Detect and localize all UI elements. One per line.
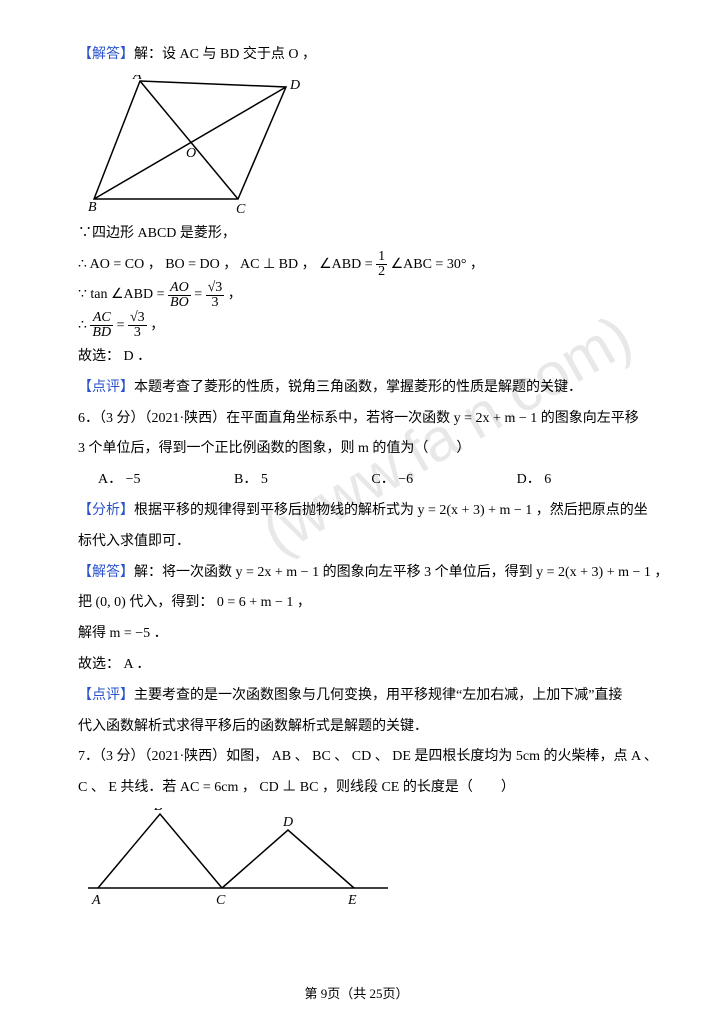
tag-dianping2: 【点评】 xyxy=(78,688,134,703)
page-content: 【解答】解：设 AC 与 BD 交于点 O ， A B C D O ∵四边形 A… xyxy=(78,40,635,908)
label-B: B xyxy=(88,200,97,215)
q6b: 3 个单位后，得到一个正比例函数的图象，则 m 的值为（ ） xyxy=(78,434,635,465)
optD: D． 6 xyxy=(517,465,552,496)
solution-intro: 【解答】解：设 AC 与 BD 交于点 O ， xyxy=(78,40,635,71)
l1-text: 解：设 AC 与 BD 交于点 O ， xyxy=(134,47,316,62)
frac-ao-bo: AOBO xyxy=(168,281,191,310)
l7-text: 本题考查了菱形的性质，锐角三角函数，掌握菱形的性质是解题的关键． xyxy=(134,380,582,395)
frac-half: 12 xyxy=(376,250,387,279)
l10: 把 (0, 0) 代入，得到： 0 = 6 + m − 1 ， xyxy=(78,588,635,619)
l4eq: = xyxy=(194,287,205,302)
frac-sqrt3-3a: √33 xyxy=(206,281,225,310)
l13-text: 主要考查的是一次函数图象与几何变换，用平移规律“左加右减，上加下减”直接 xyxy=(134,688,622,703)
label-C2: C xyxy=(216,893,226,908)
tag-dianping1: 【点评】 xyxy=(78,380,134,395)
l8: 【分析】根据平移的规律得到平移后抛物线的解析式为 y = 2(x + 3) + … xyxy=(78,496,635,527)
page-footer: 第 9页（共 25页） xyxy=(0,983,713,1002)
q6a: 6．（3 分）（2021·陕西）在平面直角坐标系中，若将一次函数 y = 2x … xyxy=(78,404,635,435)
label-O: O xyxy=(186,146,196,161)
label-B2: B xyxy=(154,808,163,814)
l11: 解得 m = −5 ． xyxy=(78,619,635,650)
rhombus-diagram: A B C D O xyxy=(88,75,308,215)
triangles-diagram: A B C D E xyxy=(88,808,408,908)
l5a: ∴ xyxy=(78,318,90,333)
l13b: 代入函数解析式求得平移后的函数解析式是解题的关键． xyxy=(78,712,635,743)
l5: ∴ ACBD = √33 ， xyxy=(78,311,635,342)
l7: 【点评】本题考查了菱形的性质，锐角三角函数，掌握菱形的性质是解题的关键． xyxy=(78,373,635,404)
l2: ∵四边形 ABCD 是菱形， xyxy=(78,219,635,250)
l6: 故选： D ． xyxy=(78,342,635,373)
q7a: 7．（3 分）（2021·陕西）如图， AB 、 BC 、 CD 、 DE 是四… xyxy=(78,742,635,773)
l3a: ∴ AO = CO ， BO = DO ， AC ⊥ BD ， ∠ABD = xyxy=(78,257,376,272)
l9: 【解答】解：将一次函数 y = 2x + m − 1 的图象向左平移 3 个单位… xyxy=(78,558,635,589)
l5end: ， xyxy=(150,318,164,333)
l5eq: = xyxy=(117,318,128,333)
l8b: 标代入求值即可． xyxy=(78,527,635,558)
label-E2: E xyxy=(347,893,357,908)
footer-mid: 页（共 xyxy=(327,986,369,1001)
footer-suffix: 页） xyxy=(383,986,409,1001)
l4end: ， xyxy=(228,287,242,302)
l8-text: 根据平移的规律得到平移后抛物线的解析式为 y = 2(x + 3) + m − … xyxy=(134,503,648,518)
tag-fenxi: 【分析】 xyxy=(78,503,134,518)
optA: A． −5 xyxy=(98,465,141,496)
footer-prefix: 第 xyxy=(304,986,320,1001)
q6-options: A． −5 B． 5 C． −6 D． 6 xyxy=(78,465,635,496)
l13: 【点评】主要考查的是一次函数图象与几何变换，用平移规律“左加右减，上加下减”直接 xyxy=(78,681,635,712)
label-C: C xyxy=(236,202,246,215)
l3: ∴ AO = CO ， BO = DO ， AC ⊥ BD ， ∠ABD = 1… xyxy=(78,250,635,281)
l9-text: 解：将一次函数 y = 2x + m − 1 的图象向左平移 3 个单位后，得到… xyxy=(134,565,668,580)
optC: C． −6 xyxy=(371,465,413,496)
footer-total: 25 xyxy=(370,986,383,1001)
tag-jieda: 【解答】 xyxy=(78,47,134,62)
label-D: D xyxy=(289,78,300,93)
l12: 故选： A ． xyxy=(78,650,635,681)
l4a: ∵ tan ∠ABD = xyxy=(78,287,168,302)
q7b: C 、 E 共线．若 AC = 6cm ， CD ⊥ BC ，则线段 CE 的长… xyxy=(78,773,635,804)
label-A: A xyxy=(132,75,142,83)
l3b: ∠ABC = 30° ， xyxy=(391,257,484,272)
label-A2: A xyxy=(91,893,101,908)
frac-ac-bd: ACBD xyxy=(90,311,113,340)
frac-sqrt3-3b: √33 xyxy=(128,311,147,340)
tag-jieda2: 【解答】 xyxy=(78,565,134,580)
optB: B． 5 xyxy=(234,465,268,496)
l4: ∵ tan ∠ABD = AOBO = √33 ， xyxy=(78,280,635,311)
label-D2: D xyxy=(282,815,293,830)
